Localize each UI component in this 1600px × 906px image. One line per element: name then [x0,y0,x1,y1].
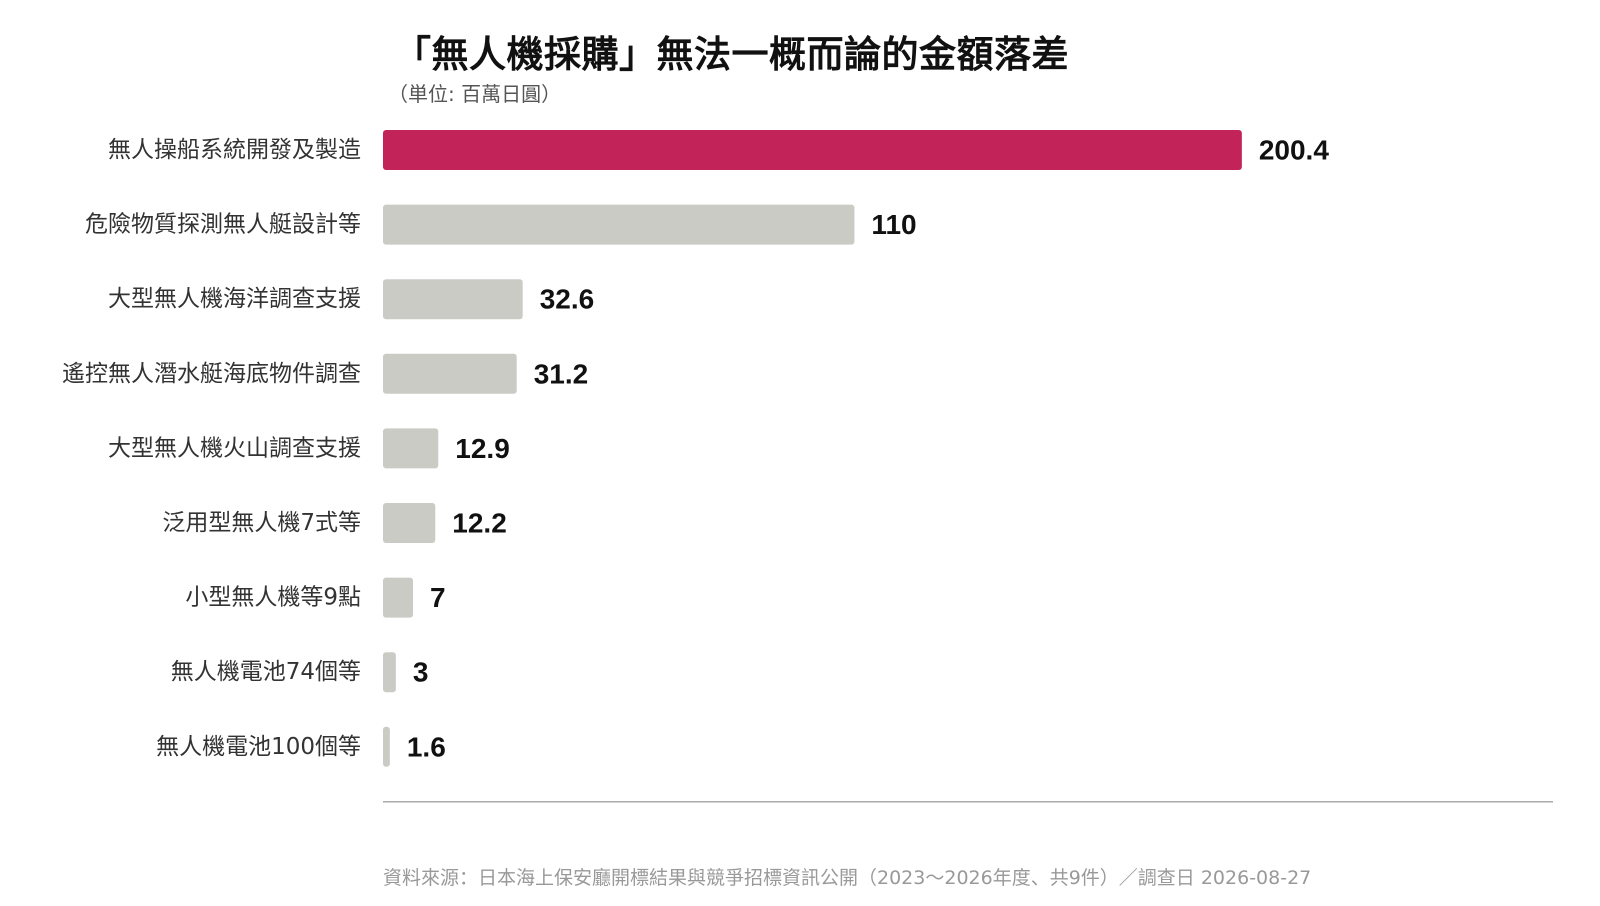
category-label: 危險物質探測無人艇設計等 [85,212,361,238]
bar [383,204,855,245]
value-label: 32.6 [540,284,595,315]
category-label: 大型無人機海洋調查支援 [108,286,361,312]
bar [383,577,413,618]
category-label: 小型無人機等9點 [185,585,361,611]
source-note: 資料來源：日本海上保安廳開標結果與競爭招標資訊公開（2023〜2026年度、共9… [383,867,1312,889]
bar [383,503,436,543]
bar [383,652,396,693]
category-label: 無人操船系統開發及製造 [108,137,361,163]
value-label: 110 [871,209,916,240]
bar [383,428,439,469]
value-label: 12.2 [452,508,507,539]
value-label: 31.2 [534,358,589,389]
bar [383,726,390,767]
category-label: 無人機電池100個等 [156,734,361,760]
category-label: 泛用型無人機7式等 [162,510,361,536]
value-label: 12.9 [455,433,510,464]
bar [383,353,517,394]
value-label: 200.4 [1259,135,1329,166]
chart-subtitle: （単位: 百萬日圓） [388,82,562,106]
value-label: 3 [413,657,429,688]
category-label: 大型無人機火山調查支援 [108,435,361,461]
chart-title: 「無人機採購」無法一概而論的金額落差 [394,33,1069,76]
value-label: 1.6 [407,731,446,762]
bar [383,130,1242,170]
value-label: 7 [430,582,446,613]
category-label: 無人機電池74個等 [171,659,361,685]
bar-chart: 無人操船系統開發及製造 200.4 危險物質探測無人艇設計等 110 大型無人機海洋調查… [62,130,1553,803]
bar [383,279,523,320]
category-label: 遙控無人潛水艇海底物件調查 [62,361,361,387]
